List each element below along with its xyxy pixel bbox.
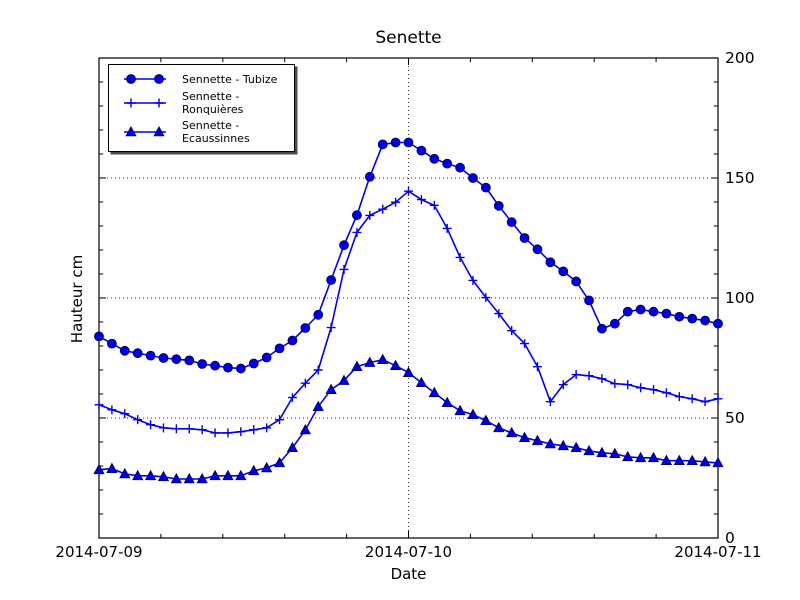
- legend-item-tubize: Sennette - Tubize: [115, 71, 288, 87]
- y-tick-label: 150: [725, 168, 755, 187]
- plus-marker-icon: [124, 98, 166, 108]
- y-tick-label: 100: [725, 288, 755, 307]
- circle-marker-icon: [124, 74, 166, 85]
- x-axis-label: Date: [390, 565, 427, 583]
- legend-label: Sennette - Ecaussinnes: [182, 118, 250, 145]
- legend-item-ronquieres: Sennette - Ronquières: [115, 90, 288, 116]
- legend-item-ecaussinnes: Sennette - Ecaussinnes: [115, 119, 288, 145]
- legend: Sennette - Tubize Sennette - Ronquières …: [108, 64, 295, 152]
- plot-frame: [98, 57, 719, 539]
- x-tick-label: 2014-07-10: [364, 543, 453, 561]
- y-tick-label: 200: [725, 48, 755, 67]
- y-tick-label: 0: [725, 528, 735, 547]
- chart-title: Senette: [375, 28, 442, 48]
- y-axis-label: Hauteur cm: [68, 254, 86, 344]
- series-circle: [94, 137, 723, 374]
- legend-label: Sennette - Tubize: [182, 72, 278, 86]
- y-tick-label: 50: [725, 408, 745, 427]
- x-tick-label: 2014-07-09: [55, 543, 143, 561]
- series-plus: [94, 186, 723, 438]
- triangle-marker-icon: [124, 125, 166, 136]
- x-tick-label: 2014-07-11: [674, 543, 762, 561]
- series-triangle: [93, 353, 724, 484]
- legend-label: Sennette - Ronquières: [182, 89, 244, 116]
